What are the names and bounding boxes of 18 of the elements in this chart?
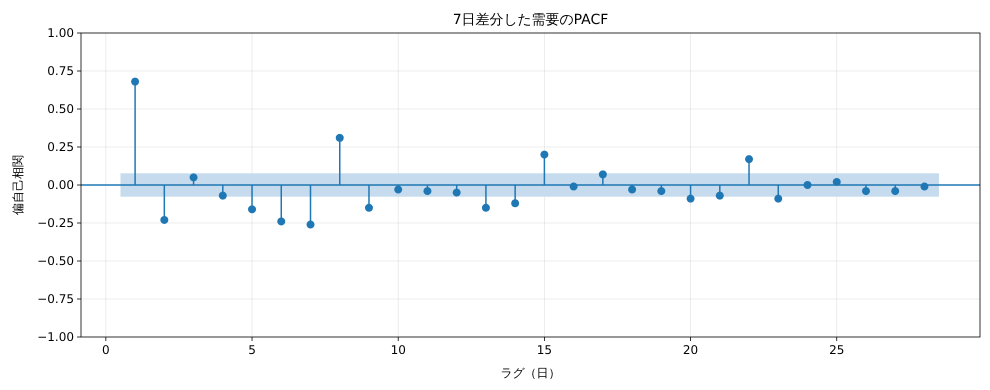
y-tick-label: −0.25: [37, 216, 74, 230]
y-tick-label: 0.25: [47, 140, 74, 154]
x-tick-label: 10: [390, 343, 406, 357]
y-tick-label: 0.75: [47, 64, 74, 78]
x-tick-label: 25: [829, 343, 844, 357]
x-axis-title: ラグ（日）: [500, 366, 560, 380]
chart-title: 7日差分した需要のPACF: [452, 12, 608, 28]
y-tick-label: −0.50: [37, 254, 74, 268]
y-axis-title: 偏自己相関: [11, 155, 25, 215]
x-tick-label: 15: [536, 343, 552, 357]
y-tick-label: 0.00: [47, 178, 74, 192]
y-tick-label: 1.00: [47, 26, 74, 40]
y-tick-label: 0.50: [47, 102, 74, 116]
x-tick-label: 5: [248, 343, 256, 357]
x-tick-label: 0: [102, 343, 110, 357]
y-tick-label: −1.00: [37, 330, 74, 344]
x-tick-label: 20: [682, 343, 698, 357]
y-tick-label: −0.75: [37, 292, 74, 306]
